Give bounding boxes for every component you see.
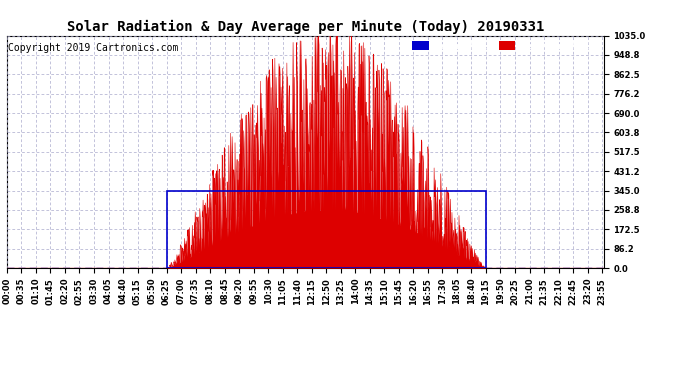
Bar [166,190,486,268]
Legend: Median (W/m2), Radiation (W/m2): Median (W/m2), Radiation (W/m2) [411,40,600,52]
Text: Copyright 2019 Cartronics.com: Copyright 2019 Cartronics.com [8,43,179,52]
Title: Solar Radiation & Day Average per Minute (Today) 20190331: Solar Radiation & Day Average per Minute… [67,20,544,34]
